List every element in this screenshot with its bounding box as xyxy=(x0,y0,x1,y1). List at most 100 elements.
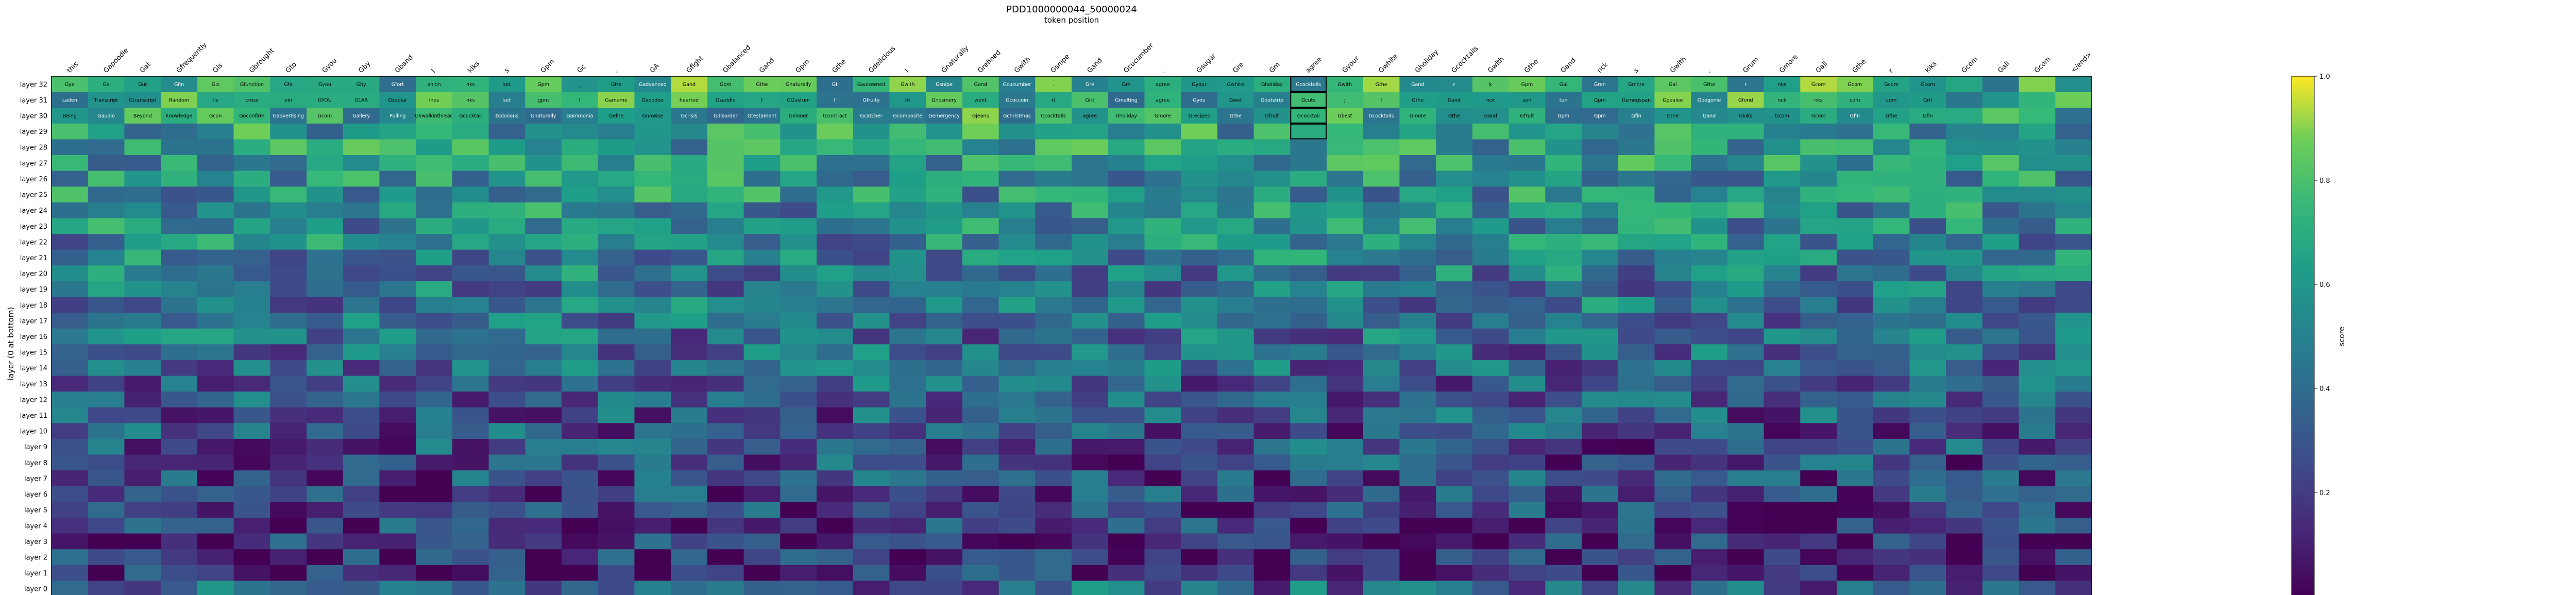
heatmap-cell xyxy=(343,360,380,377)
heatmap-cell xyxy=(1982,533,2020,550)
heatmap-cell xyxy=(1035,92,1072,108)
x-tick-label: s xyxy=(503,66,511,75)
heatmap-cell xyxy=(1509,517,1546,534)
heatmap-cell xyxy=(270,281,307,297)
heatmap-cell xyxy=(998,297,1036,313)
heatmap-cell xyxy=(452,249,489,266)
heatmap-cell xyxy=(598,265,635,282)
heatmap-cell xyxy=(525,517,562,534)
heatmap-cell xyxy=(2055,392,2092,408)
heatmap-cell xyxy=(1946,265,1983,282)
heatmap-cell xyxy=(671,202,708,218)
heatmap-cell xyxy=(124,218,161,234)
heatmap-cell xyxy=(780,108,817,124)
heatmap-cell xyxy=(1472,438,1510,455)
heatmap-cell xyxy=(525,108,562,124)
heatmap-cell xyxy=(634,328,671,345)
heatmap-cell xyxy=(379,155,416,172)
y-tick-label: layer 13 xyxy=(20,381,47,388)
heatmap-cell xyxy=(998,454,1036,471)
heatmap-cell xyxy=(817,108,854,124)
cell-token-label: set xyxy=(503,97,511,103)
heatmap-cell xyxy=(416,76,453,93)
heatmap-cell xyxy=(1618,454,1655,471)
heatmap-cell xyxy=(1035,581,1072,595)
heatmap-cell xyxy=(1582,92,1619,108)
heatmap-cell xyxy=(1654,328,1691,345)
heatmap-cell xyxy=(2055,281,2092,297)
heatmap-cell xyxy=(307,234,344,250)
heatmap-cell xyxy=(889,171,926,187)
heatmap-cell xyxy=(1582,139,1619,156)
heatmap-cell xyxy=(634,360,671,377)
heatmap-cell xyxy=(1253,423,1291,439)
x-tick-label: Gthe xyxy=(831,58,848,75)
heatmap-cell xyxy=(1217,581,1255,595)
heatmap-cell xyxy=(1727,581,1765,595)
heatmap-cell xyxy=(1072,423,1109,439)
heatmap-cell xyxy=(1837,218,1874,234)
heatmap-cell xyxy=(1181,234,1218,250)
heatmap-cell xyxy=(2055,76,2092,93)
heatmap-cell xyxy=(707,392,744,408)
heatmap-cell xyxy=(1764,186,1801,203)
cell-token-label: nks xyxy=(466,82,475,88)
x-tick-label: Gand xyxy=(1560,57,1578,75)
heatmap-cell xyxy=(1727,139,1765,156)
heatmap-cell xyxy=(343,407,380,423)
heatmap-cell xyxy=(817,407,854,423)
cell-token-label: Gholiday xyxy=(1115,113,1137,119)
heatmap-cell xyxy=(1727,92,1765,108)
heatmap-cell xyxy=(634,76,671,93)
heatmap-cell xyxy=(1545,470,1582,487)
heatmap-cell xyxy=(1509,249,1546,266)
heatmap-cell xyxy=(233,502,270,518)
heatmap-cell xyxy=(671,392,708,408)
heatmap-cell xyxy=(1582,502,1619,518)
heatmap-cell xyxy=(1144,565,1181,581)
heatmap-cell xyxy=(416,155,453,172)
heatmap-cell xyxy=(270,549,307,566)
heatmap-cell xyxy=(1727,344,1765,361)
heatmap-cell xyxy=(1436,76,1473,93)
heatmap-cell xyxy=(1399,281,1436,297)
heatmap-cell xyxy=(52,549,89,566)
heatmap-cell xyxy=(1909,565,1946,581)
heatmap-cell xyxy=(817,281,854,297)
heatmap-cell xyxy=(1654,171,1691,187)
heatmap-cell xyxy=(1290,108,1327,124)
cell-token-label: Gand xyxy=(1448,97,1461,103)
heatmap-cell xyxy=(853,438,890,455)
heatmap-cell xyxy=(1946,76,1983,93)
heatmap-cell xyxy=(1399,581,1436,595)
heatmap-cell xyxy=(1764,360,1801,377)
heatmap-cell xyxy=(1436,108,1473,124)
heatmap-cell xyxy=(853,328,890,345)
heatmap-cell xyxy=(743,171,781,187)
y-tick-label: layer 20 xyxy=(20,270,47,278)
cell-token-label: ht xyxy=(905,97,910,103)
heatmap-cell xyxy=(343,486,380,502)
cell-token-label: nck xyxy=(1778,97,1787,103)
heatmap-cell xyxy=(1181,297,1218,313)
heatmap-cell xyxy=(817,502,854,518)
heatmap-cell xyxy=(197,438,234,455)
heatmap-cell xyxy=(1399,76,1436,93)
heatmap-cell xyxy=(1436,218,1473,234)
cell-token-label: Gcom xyxy=(1848,82,1862,88)
heatmap-cell xyxy=(88,281,125,297)
heatmap-cell xyxy=(1035,533,1072,550)
heatmap-cell xyxy=(270,423,307,439)
cell-token-label: Gkiks xyxy=(1739,113,1752,119)
heatmap-cell xyxy=(1618,533,1655,550)
heatmap-cell xyxy=(307,297,344,313)
heatmap-cell xyxy=(307,171,344,187)
heatmap-cell xyxy=(889,502,926,518)
heatmap-cell xyxy=(962,565,999,581)
heatmap-cell xyxy=(197,486,234,502)
cell-token-label: Beyond xyxy=(133,113,152,119)
heatmap-cell xyxy=(962,581,999,595)
heatmap-cell xyxy=(1800,123,1837,140)
heatmap-cell xyxy=(1363,454,1400,471)
